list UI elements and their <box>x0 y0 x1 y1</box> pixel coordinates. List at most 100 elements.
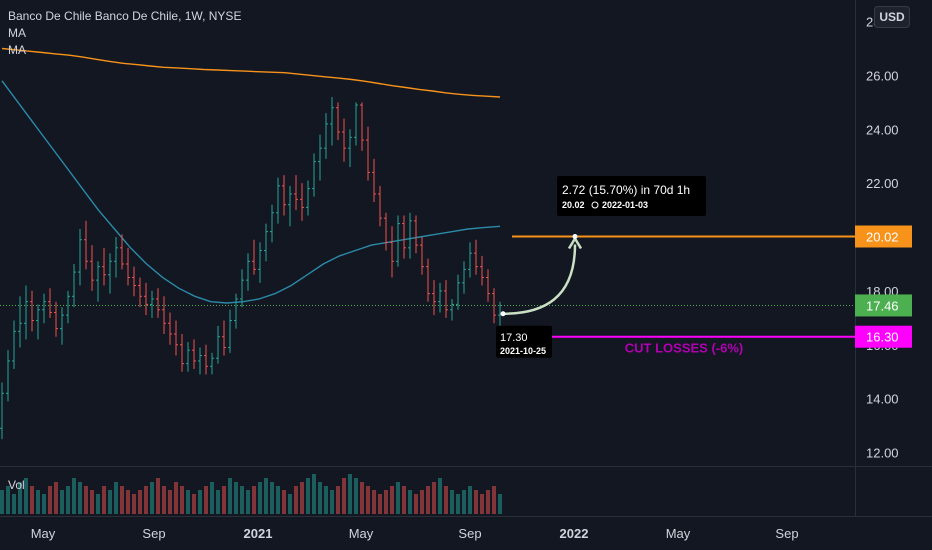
candle <box>102 247 106 286</box>
projection-arrow <box>502 244 577 316</box>
candle <box>216 325 220 364</box>
candle <box>150 290 154 318</box>
candle <box>240 269 244 308</box>
candle <box>36 304 40 340</box>
volume-bar <box>126 490 130 514</box>
candle <box>264 223 268 262</box>
candle <box>0 382 4 440</box>
entry-price-label: 17.30 <box>500 332 528 344</box>
time-tick-label: May <box>349 526 374 541</box>
volume-bar <box>330 490 334 514</box>
projection-label: 2.72 (15.70%) in 70d 1h <box>562 183 690 197</box>
volume-bar <box>360 482 364 514</box>
volume-bar <box>114 482 118 514</box>
candle <box>366 126 370 181</box>
candle <box>18 296 22 348</box>
volume-bar <box>42 494 46 514</box>
volume-bar <box>318 482 322 514</box>
volume-bar <box>390 486 394 514</box>
volume-bar <box>474 490 478 514</box>
projection-price: 20.02 <box>562 200 585 210</box>
candle <box>342 118 346 162</box>
volume-bar <box>342 478 346 514</box>
candle <box>324 113 328 159</box>
candle <box>408 212 412 259</box>
candle <box>186 342 190 372</box>
candle <box>126 247 130 286</box>
candle <box>318 134 322 181</box>
chart-grid <box>0 0 932 517</box>
volume-bar <box>450 490 454 514</box>
candle <box>312 153 316 197</box>
candle <box>444 280 448 318</box>
volume-bar <box>468 486 472 514</box>
volume-bar <box>420 490 424 514</box>
candle <box>414 215 418 254</box>
candle <box>480 255 484 286</box>
candle <box>468 242 472 278</box>
volume-bar <box>438 478 442 514</box>
volume-bar <box>228 478 232 514</box>
candle <box>294 175 298 211</box>
volume-bar <box>282 490 286 514</box>
volume-bar <box>54 482 58 514</box>
time-tick-label: Sep <box>142 526 165 541</box>
volume-bar <box>354 478 358 514</box>
volume-bar <box>336 486 340 514</box>
volume-bars <box>0 474 502 514</box>
volume-bar <box>372 490 376 514</box>
candle <box>132 266 136 297</box>
volume-bar <box>288 494 292 514</box>
volume-bar <box>480 494 484 514</box>
volume-bar <box>306 478 310 514</box>
clock-icon <box>591 201 599 209</box>
time-tick-label: May <box>31 526 56 541</box>
time-tick-label: Sep <box>458 526 481 541</box>
current-price-tag-box <box>855 294 912 317</box>
candle <box>30 290 34 332</box>
candle <box>42 293 46 324</box>
volume-bar <box>378 494 382 514</box>
ma-long-line <box>1 47 501 98</box>
annotations: CUT LOSSES (-6%) 17.30 2021-10-25 2.72 (15.… <box>0 176 855 358</box>
currency-button[interactable]: USD <box>874 6 910 28</box>
volume-bar <box>324 486 328 514</box>
volume-bar <box>348 474 352 514</box>
volume-bar <box>84 486 88 514</box>
legend-ma-1[interactable]: MA <box>8 26 26 40</box>
volume-bar <box>258 482 262 514</box>
legend-title[interactable]: Banco De Chile Banco De Chile, 1W, NYSE <box>8 9 242 23</box>
candle <box>168 312 172 345</box>
time-tick-label: May <box>666 526 691 541</box>
legend-ma-2[interactable]: MA <box>8 43 26 57</box>
volume-bar <box>12 494 16 514</box>
projection-date: 2022-01-03 <box>602 200 648 210</box>
candle <box>156 288 160 318</box>
volume-bar <box>486 490 490 514</box>
volume-bar <box>72 478 76 514</box>
candle <box>378 185 382 227</box>
candle <box>348 129 352 168</box>
time-tick-label: 2021 <box>244 526 273 541</box>
volume-label[interactable]: Vol <box>8 478 25 492</box>
candle <box>180 334 184 372</box>
volume-bar <box>456 494 460 514</box>
candle <box>138 277 142 308</box>
candle <box>60 307 64 345</box>
volume-bar <box>96 494 100 514</box>
time-tick-label: 2022 <box>560 526 589 541</box>
entry-date-label: 2021-10-25 <box>500 346 546 356</box>
candle <box>456 274 460 310</box>
target-price-tag-box <box>855 225 912 248</box>
volume-bar <box>234 482 238 514</box>
volume-bar <box>36 490 40 514</box>
candle <box>402 215 406 259</box>
volume-bar <box>144 486 148 514</box>
candle <box>210 352 214 375</box>
volume-bar <box>240 486 244 514</box>
candle <box>108 253 112 294</box>
candle <box>12 320 16 370</box>
volume-bar <box>216 490 220 514</box>
candle <box>234 293 238 329</box>
